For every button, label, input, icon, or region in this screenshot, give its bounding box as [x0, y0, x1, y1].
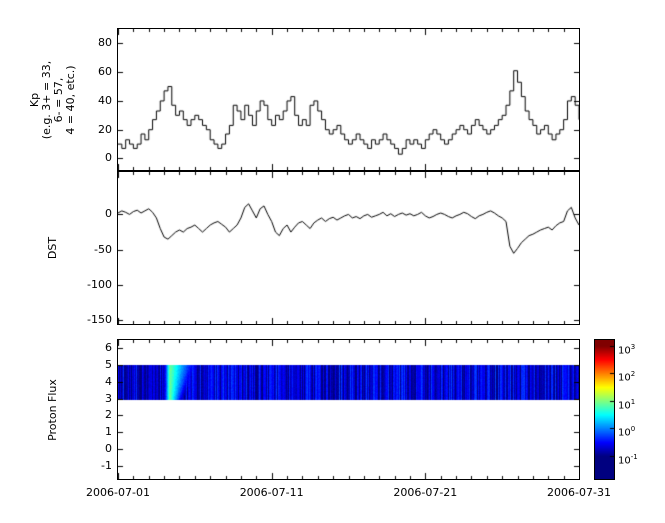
x-tick-label: 2006-07-01: [86, 486, 150, 499]
colorbar-tick-label: 10-1: [618, 450, 638, 468]
kp-plot-canvas: [118, 29, 579, 170]
y-tick-label: 4: [105, 374, 112, 388]
y-tick-label: 0: [105, 151, 112, 165]
y-tick-label: -100: [87, 278, 112, 292]
y-tick-label: 1: [105, 425, 112, 439]
colorbar-tick-exponent: -1: [630, 452, 638, 461]
dst-axis-label-text: DST: [45, 236, 59, 260]
colorbar-tick-label: 100: [618, 422, 635, 440]
colorbar-tick-base: 10: [618, 371, 631, 383]
y-tick-label: -50: [94, 242, 112, 256]
kp-axis-label-line2: (e.g. 3+ = 33,: [40, 60, 54, 139]
x-tick-label: 2006-07-21: [393, 486, 458, 499]
colorbar-tick-label: 102: [618, 367, 635, 385]
y-tick-label: 2: [105, 408, 112, 422]
y-tick-label: 80: [98, 36, 112, 50]
colorbar-tick-base: 10: [618, 399, 631, 411]
y-tick-label: 40: [98, 93, 112, 107]
colorbar-tick-exponent: 2: [630, 369, 636, 378]
kp-axis-label-line1: Kp: [28, 92, 42, 107]
x-tick-label: 2006-07-31: [547, 486, 611, 499]
y-tick-label: 0: [105, 207, 112, 221]
proton-flux-panel: [117, 339, 580, 480]
x-tick-label: 2006-07-11: [239, 486, 304, 499]
colorbar-tick-base: 10: [618, 454, 631, 466]
y-tick-label: 20: [98, 122, 112, 136]
dst-plot-canvas: [118, 172, 579, 324]
colorbar-tick-label: 103: [618, 340, 635, 358]
proton-flux-axis-label-text: Proton Flux: [46, 378, 60, 441]
colorbar-tick-base: 10: [618, 426, 631, 438]
colorbar-canvas: [595, 340, 614, 479]
colorbar-tick-base: 10: [618, 344, 631, 356]
y-tick-label: 6: [105, 341, 112, 355]
y-tick-label: 3: [105, 391, 112, 405]
kp-axis-label-line3: 6- = 57,: [52, 77, 66, 122]
colorbar-tick-exponent: 1: [630, 397, 636, 406]
kp-panel: [117, 28, 580, 171]
y-tick-label: -1: [101, 458, 112, 472]
proton-flux-spectrogram-canvas: [118, 340, 579, 479]
dst-panel: [117, 171, 580, 325]
colorbar-tick-exponent: 3: [630, 342, 636, 351]
y-tick-label: -150: [87, 313, 112, 327]
y-tick-label: 60: [98, 65, 112, 79]
colorbar-tick-exponent: 0: [630, 424, 636, 433]
y-tick-label: 5: [105, 358, 112, 372]
y-tick-label: 0: [105, 441, 112, 455]
colorbar: [594, 339, 615, 480]
colorbar-tick-label: 101: [618, 395, 635, 413]
